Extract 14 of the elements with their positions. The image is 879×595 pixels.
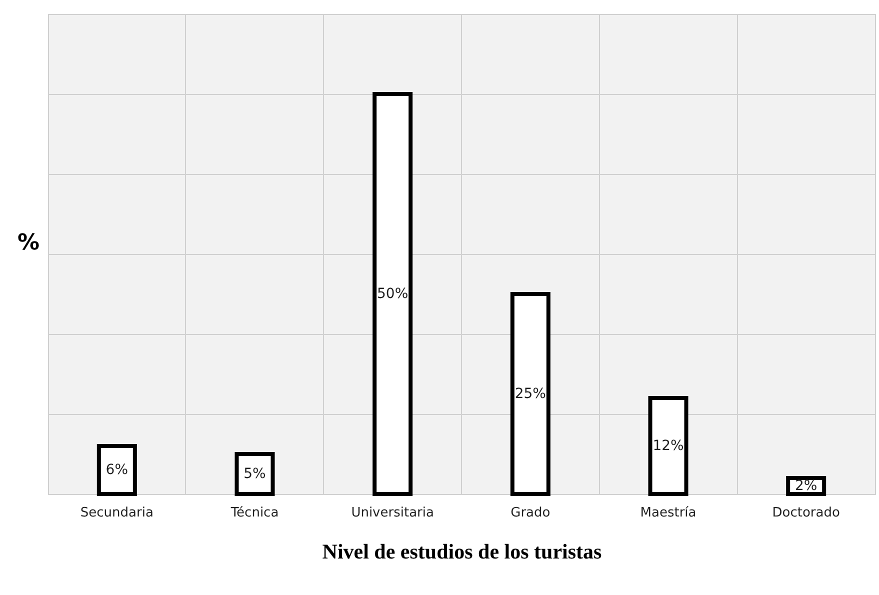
data-label: 2%: [794, 478, 818, 494]
x-tick-label: Doctorado: [772, 506, 840, 520]
data-label: 50%: [377, 286, 408, 302]
data-label: 25%: [514, 386, 546, 402]
data-label: 5%: [244, 466, 266, 482]
x-tick-label: Universitaria: [351, 506, 434, 520]
x-tick-label: Maestría: [640, 506, 696, 520]
x-axis-title: Nivel de estudios de los turistas: [322, 540, 602, 564]
data-label: 12%: [652, 438, 684, 454]
x-tick-label: Técnica: [230, 506, 279, 520]
x-tick-label: Grado: [510, 506, 550, 520]
x-tick-label: Secundaria: [80, 506, 154, 520]
y-axis-title: %: [17, 230, 40, 256]
data-label: 6%: [106, 462, 128, 478]
